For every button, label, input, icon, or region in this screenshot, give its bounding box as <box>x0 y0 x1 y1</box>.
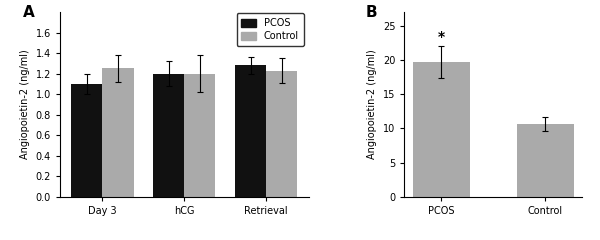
Bar <box>103 68 134 197</box>
Bar <box>517 124 574 197</box>
Text: B: B <box>365 5 377 20</box>
Text: *: * <box>437 30 445 44</box>
Bar <box>266 71 297 197</box>
Bar <box>235 65 266 197</box>
Y-axis label: Angiopoietin-2 (ng/ml): Angiopoietin-2 (ng/ml) <box>20 49 30 159</box>
Bar <box>71 84 103 197</box>
Bar <box>413 62 470 197</box>
Text: A: A <box>23 5 34 20</box>
Legend: PCOS, Control: PCOS, Control <box>236 13 304 46</box>
Bar <box>184 74 215 197</box>
Y-axis label: Angiopoietin-2 (ng/ml): Angiopoietin-2 (ng/ml) <box>367 49 377 159</box>
Bar <box>153 74 184 197</box>
